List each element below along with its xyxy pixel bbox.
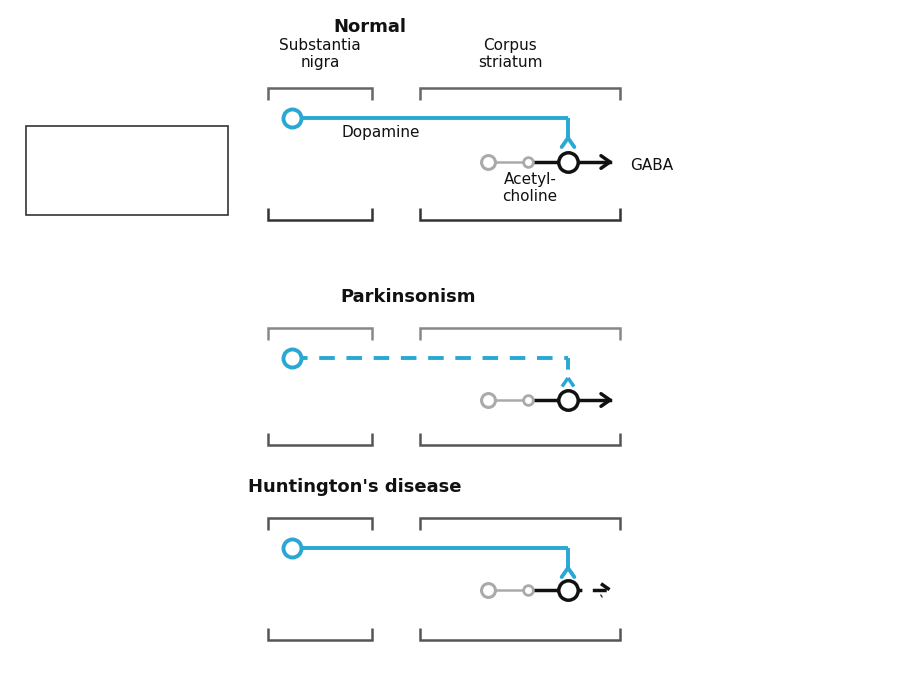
Text: Blue: inhibitory: Blue: inhibitory — [38, 138, 154, 153]
Text: Normal: Normal — [333, 18, 406, 36]
Text: Corpus
striatum: Corpus striatum — [477, 38, 541, 70]
Text: GABA: GABA — [630, 157, 673, 172]
Text: Parkinsonism: Parkinsonism — [340, 288, 475, 306]
Text: Gray: excitatory: Gray: excitatory — [38, 175, 160, 190]
Text: Dopamine: Dopamine — [342, 125, 420, 140]
FancyBboxPatch shape — [26, 126, 228, 215]
Text: Substantia
nigra: Substantia nigra — [278, 38, 360, 70]
Text: Huntington's disease: Huntington's disease — [248, 478, 461, 496]
Text: Acetyl-
choline: Acetyl- choline — [502, 172, 557, 204]
